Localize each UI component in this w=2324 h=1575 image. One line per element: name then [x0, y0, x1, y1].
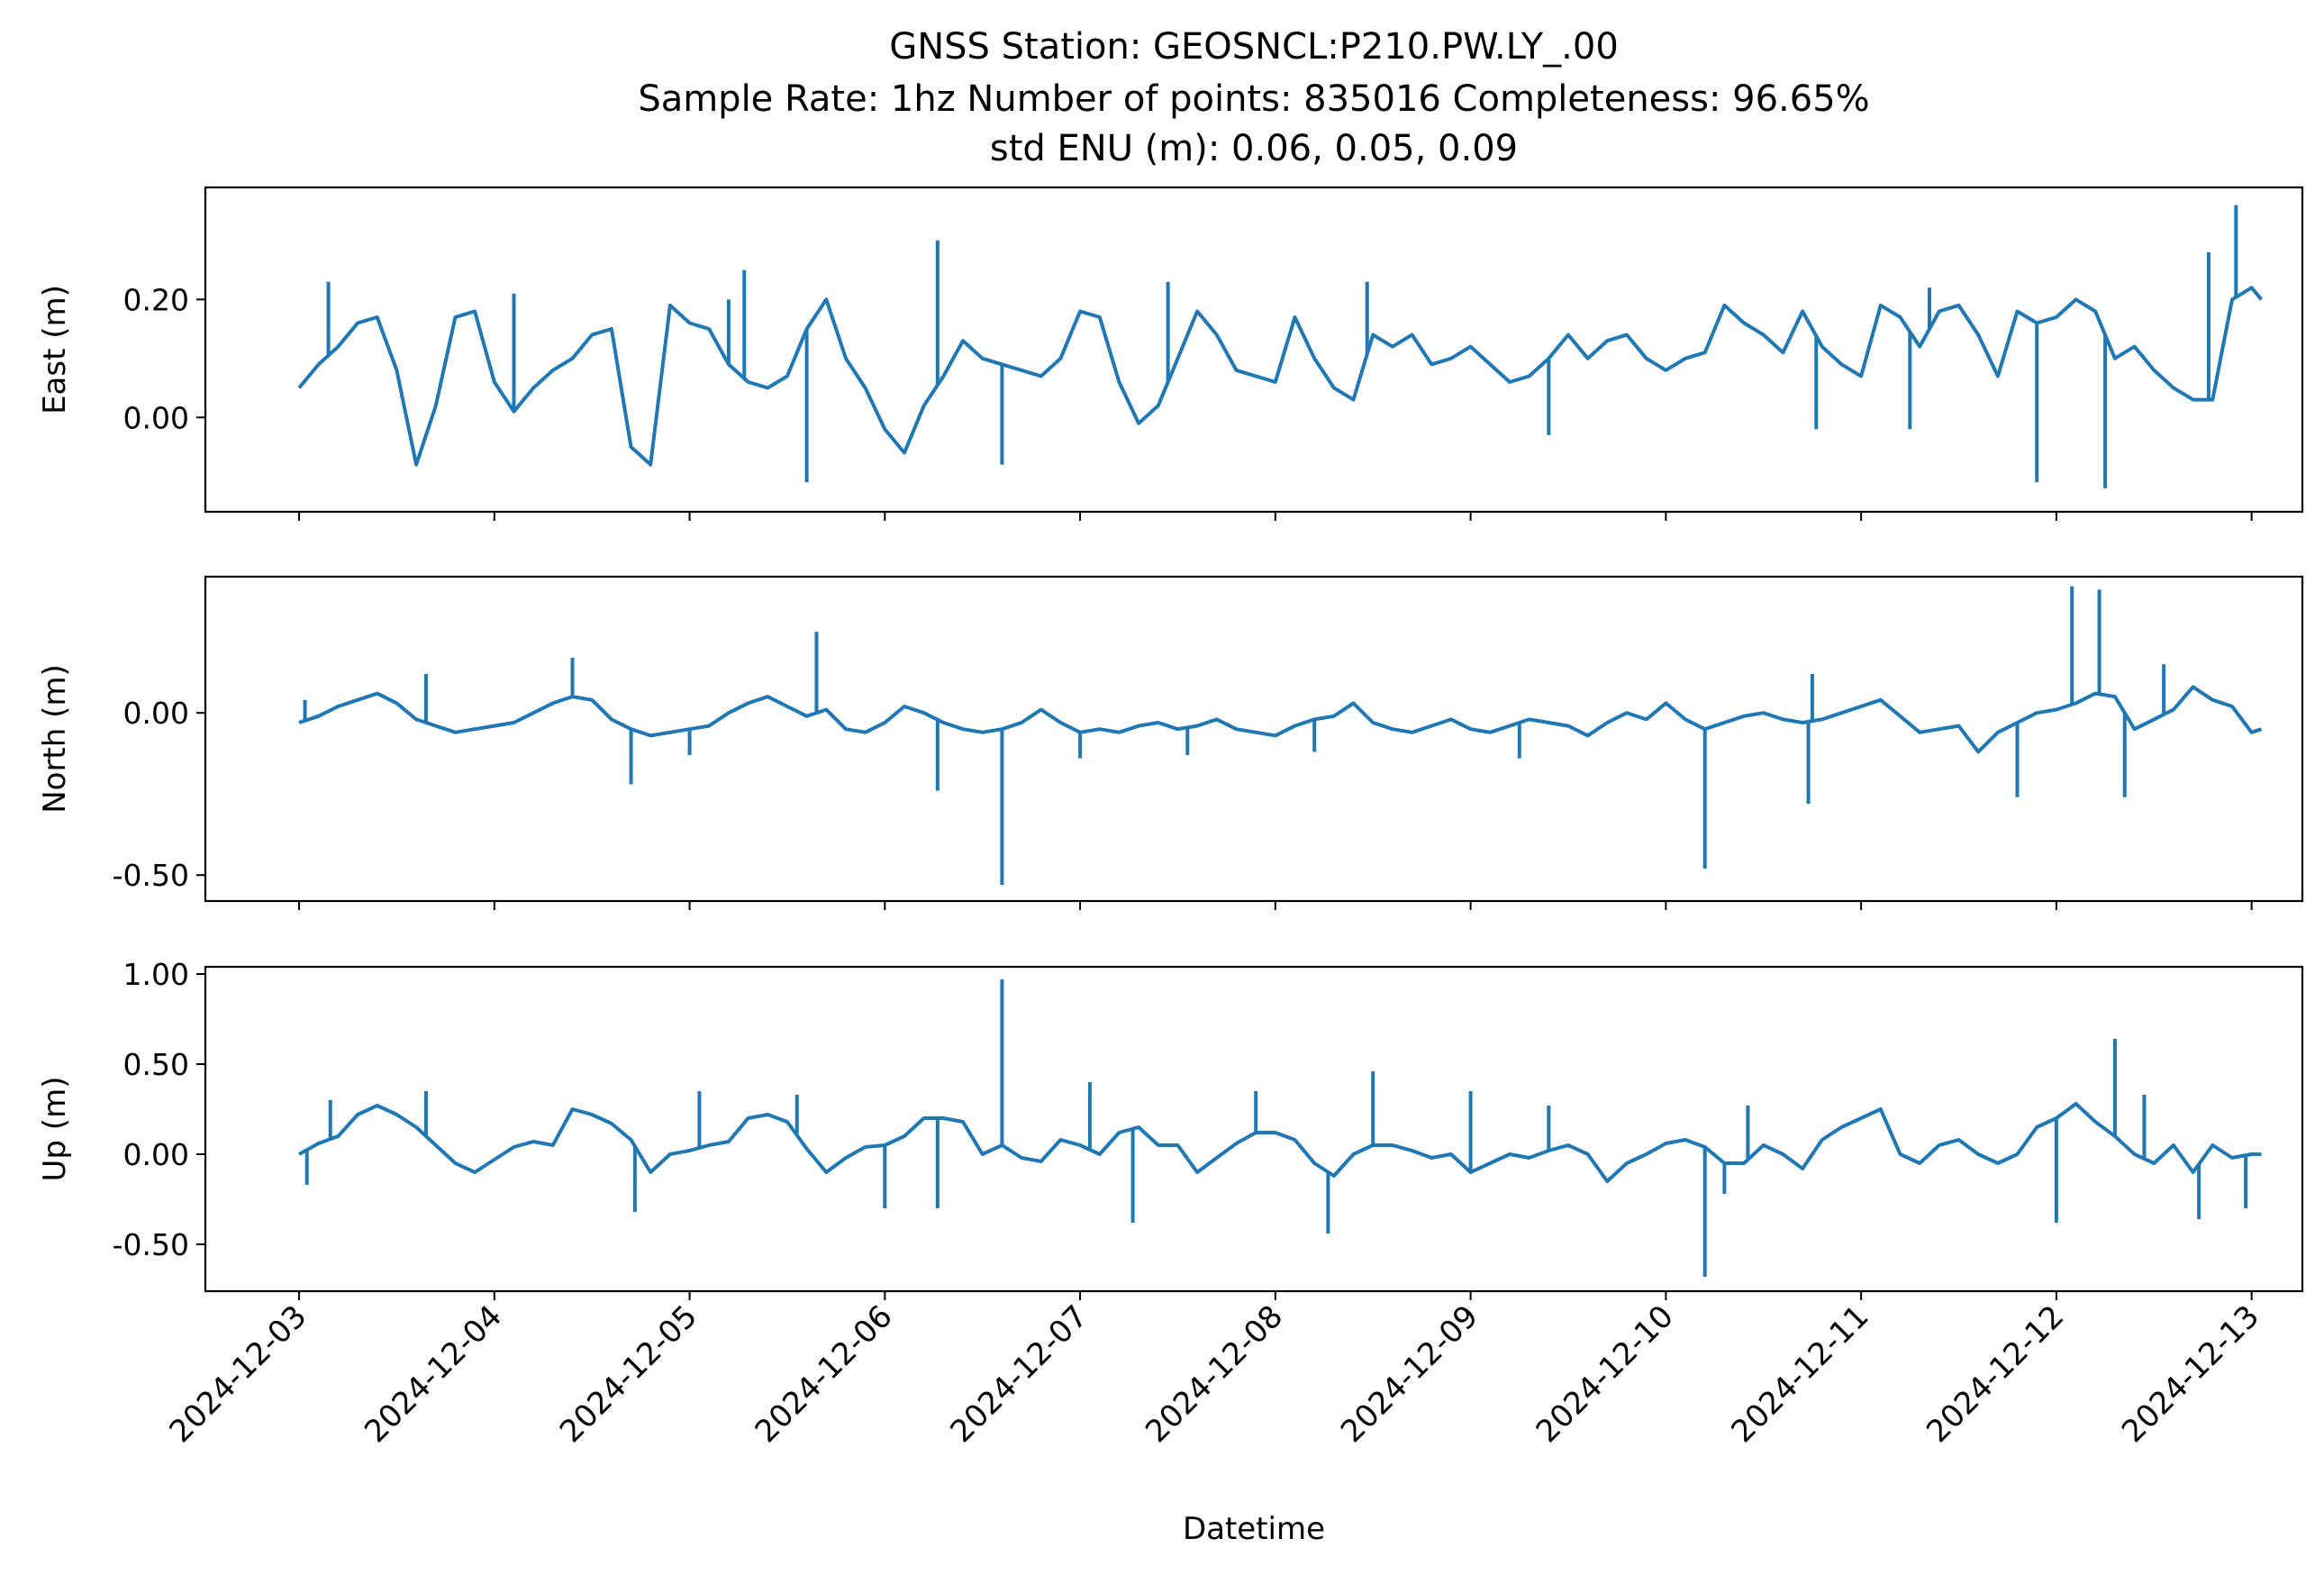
series-line-east: [297, 286, 2264, 467]
x-tick-label: 2024-12-11: [1724, 1298, 1875, 1450]
y-tick-label: -0.50: [113, 858, 189, 893]
x-tick-label: 2024-12-07: [943, 1298, 1094, 1450]
y-tick-label: -0.50: [113, 1227, 189, 1262]
series-group-up: [298, 979, 2262, 1277]
y-axis-label-up: Up (m): [37, 1077, 73, 1182]
y-tick-label: 0.20: [123, 282, 189, 317]
x-tick-label: 2024-12-05: [553, 1298, 704, 1450]
x-tick-label: 2024-12-10: [1530, 1298, 1681, 1450]
panel-frame-east: [204, 186, 2304, 514]
y-axis-label-east: East (m): [37, 285, 73, 414]
y-tick-label: 0.00: [123, 696, 189, 731]
chart-title-line-1: GNSS Station: GEOSNCL:P210.PW.LY_.00: [889, 26, 1619, 68]
series-group-north: [298, 586, 2263, 885]
x-tick-label: 2024-12-03: [162, 1298, 313, 1450]
series-line-north: [298, 685, 2263, 754]
x-tick-label: 2024-12-04: [358, 1298, 509, 1450]
y-tick-label: 1.00: [123, 957, 189, 992]
x-tick-label: 2024-12-12: [1920, 1298, 2071, 1450]
series-line-up: [298, 1102, 2262, 1183]
panel-north: 0.00 -0.50 North (m): [37, 575, 2304, 910]
chart-title-line-3: std ENU (m): 0.06, 0.05, 0.09: [990, 128, 1518, 169]
x-axis-label: Datetime: [1183, 1511, 1325, 1547]
y-tick-label: 0.00: [123, 400, 189, 435]
x-tick-label: 2024-12-06: [749, 1298, 900, 1450]
x-tick-label: 2024-12-13: [2115, 1298, 2266, 1450]
panel-up: 1.00 0.50 0.00 -0.50 Up (m): [37, 957, 2304, 1300]
y-axis-label-north: North (m): [37, 664, 73, 814]
y-tick-label: 0.50: [123, 1047, 189, 1082]
chart-title: GNSS Station: GEOSNCL:P210.PW.LY_.00 Sam…: [638, 26, 1869, 169]
panel-frame-north: [204, 575, 2304, 903]
series-group-east: [297, 205, 2264, 488]
chart-title-line-2: Sample Rate: 1hz Number of points: 83501…: [638, 78, 1869, 120]
y-tick-label: 0.00: [123, 1137, 189, 1172]
panel-frame-up: [204, 965, 2304, 1293]
x-tick-label: 2024-12-09: [1334, 1298, 1485, 1450]
panel-east: 0.00 0.20 East (m): [37, 186, 2304, 521]
x-tick-label: 2024-12-08: [1139, 1298, 1290, 1450]
